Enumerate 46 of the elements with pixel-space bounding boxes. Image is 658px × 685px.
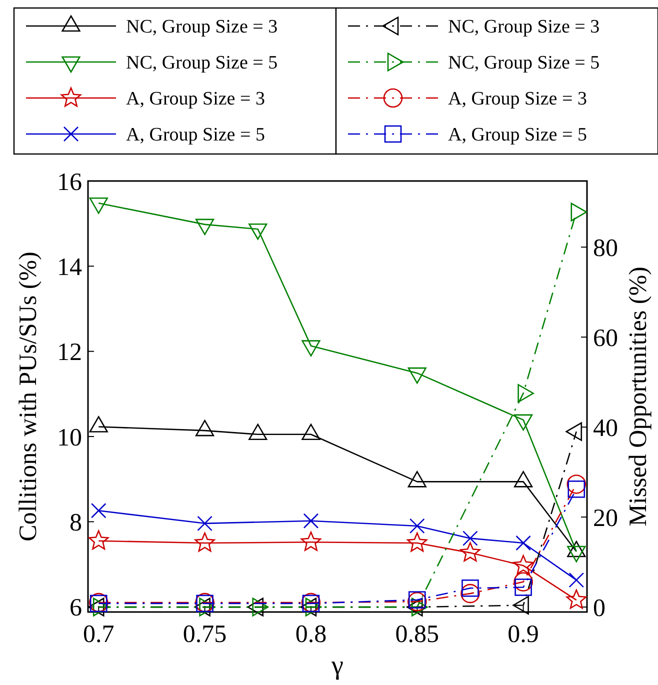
point — [462, 530, 478, 546]
point — [194, 532, 215, 552]
x-tick-label: 0.85 — [395, 621, 440, 648]
point — [90, 502, 106, 518]
legend-label: A, Group Size = 3 — [126, 88, 265, 110]
point — [406, 532, 428, 552]
point — [300, 532, 322, 551]
point — [568, 572, 584, 588]
point — [88, 530, 109, 550]
point — [566, 589, 587, 609]
y-tick-label: 12 — [57, 339, 82, 366]
point — [197, 516, 212, 532]
x-tick-label: 0.7 — [82, 621, 114, 648]
point — [409, 518, 425, 534]
point — [89, 197, 108, 214]
point — [248, 223, 268, 240]
legend-label: A, Group Size = 5 — [448, 124, 587, 146]
y2-tick-label: 20 — [593, 504, 618, 532]
legend-label: NC, Group Size = 3 — [126, 16, 278, 38]
legend-label: NC, Group Size = 3 — [448, 16, 600, 38]
legend-label: NC, Group Size = 5 — [448, 52, 600, 74]
x-tick-label: 0.75 — [182, 621, 227, 648]
y2-tick-label: 40 — [593, 414, 618, 442]
x-axis-title: γ — [330, 650, 344, 680]
x-tick-label: 0.9 — [508, 621, 539, 648]
point — [302, 340, 320, 356]
y2-tick-label: 80 — [593, 234, 618, 262]
point — [408, 367, 426, 384]
point — [303, 513, 319, 529]
y-tick-label: 14 — [57, 254, 82, 281]
legend-label: A, Group Size = 3 — [448, 88, 587, 110]
y2-axis-title: Missed Opportunities (%) — [624, 266, 652, 526]
point — [195, 218, 214, 236]
point — [513, 554, 534, 574]
y2-tick-label: 0 — [593, 594, 606, 622]
point — [460, 542, 480, 562]
y-tick-label: 16 — [57, 168, 82, 196]
point — [516, 535, 531, 551]
legend-label: A, Group Size = 5 — [126, 124, 265, 146]
y-tick-label: 10 — [57, 424, 82, 452]
x-tick-label: 0.8 — [295, 621, 327, 648]
legend-label: NC, Group Size = 5 — [126, 52, 278, 74]
y-tick-label: 8 — [70, 509, 82, 536]
y-tick-label: 6 — [70, 594, 82, 622]
y-axis-title: Collitions with PUs/SUs (%) — [15, 252, 42, 542]
y2-tick-label: 60 — [593, 324, 618, 352]
